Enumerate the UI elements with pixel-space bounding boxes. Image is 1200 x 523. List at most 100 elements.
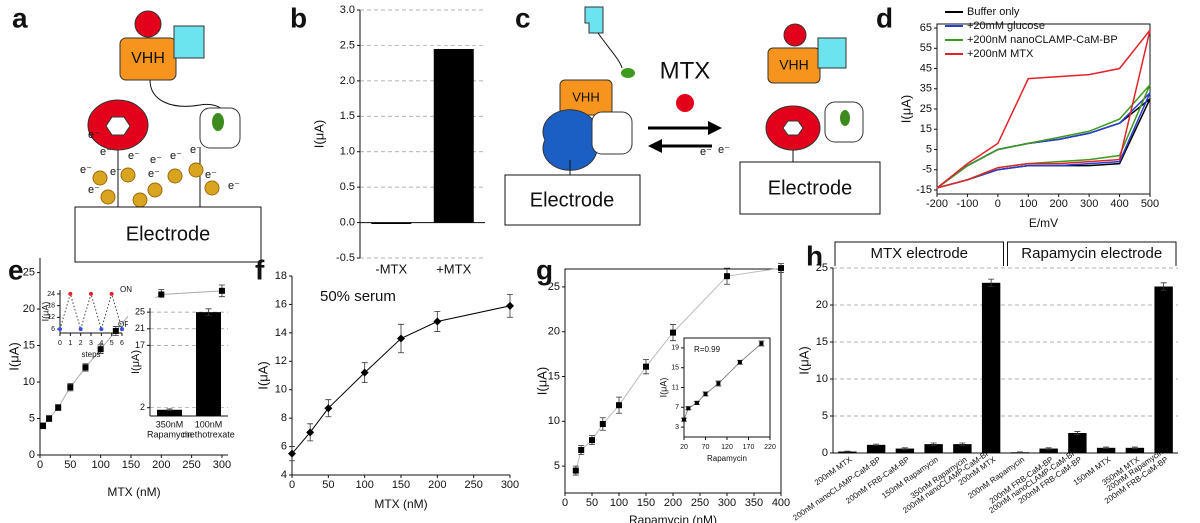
vhh-label: VHH	[572, 89, 599, 104]
x-tick-label: 4	[99, 340, 103, 347]
electrode-label: Electrode	[530, 189, 615, 211]
x-axis-label: Rapamycin	[707, 454, 747, 463]
y-axis-label: I(μA)	[658, 378, 668, 398]
x-tick-label: 100nM	[195, 419, 223, 429]
marker	[40, 422, 47, 429]
marker	[616, 402, 622, 409]
y-tick-label: 65	[920, 22, 932, 34]
x-tick-label: 20	[680, 444, 688, 451]
y-tick-label: 15	[920, 123, 932, 135]
arrow-head	[648, 139, 662, 153]
bead	[147, 182, 163, 198]
marker	[109, 291, 114, 296]
error-bar	[1160, 282, 1167, 291]
electron-label: e⁻	[150, 154, 162, 166]
x-tick-label: 50	[64, 459, 76, 471]
y-tick-label: 3	[675, 424, 679, 431]
x-tick-label: 200nM nanoCLAMP-CaM-BP200nM FRB-CaM-BP	[987, 448, 1083, 523]
bar	[895, 448, 915, 453]
leaf	[212, 113, 224, 131]
error-bar	[1016, 451, 1023, 454]
x-tick-label: 200	[428, 479, 446, 491]
marker	[686, 406, 691, 411]
legend-label: +20mM glucose	[967, 20, 1045, 32]
x-tick-label: 50	[586, 497, 598, 509]
panel-letter: f	[255, 254, 265, 285]
electron-label: e⁻	[700, 146, 712, 158]
bar	[433, 48, 474, 223]
bar	[1125, 447, 1145, 453]
series-line	[936, 29, 1151, 189]
x-tick-label: +MTX	[436, 261, 471, 276]
y-tick-label: 8	[281, 412, 287, 424]
y-tick-label: -0.5	[336, 252, 355, 264]
marker	[716, 381, 721, 386]
marker	[55, 404, 62, 411]
chart: -0.5 0.0 0.5 1.0 1.5 2.0 2.5 3.0 I(μA) -MTX +MTX	[311, 4, 485, 276]
linker	[597, 32, 623, 69]
electron-label: e⁻	[148, 168, 160, 180]
bead	[204, 180, 220, 196]
x-tick-label: 250	[182, 459, 200, 471]
x-tick-label: 200	[152, 459, 170, 471]
y-tick-label: 5	[29, 412, 35, 424]
marker	[89, 291, 93, 296]
y-tick-label: 1.0	[340, 146, 355, 158]
y-tick-label: 3.0	[340, 4, 355, 16]
bead	[100, 189, 116, 205]
y-tick-label: 18	[275, 270, 287, 282]
y-tick-label: 45	[920, 62, 932, 74]
y-axis-label: I(μA)	[255, 361, 270, 389]
marker	[67, 384, 74, 391]
error-bar	[959, 442, 966, 446]
marker	[737, 360, 742, 365]
marker	[120, 327, 124, 332]
ligand	[676, 94, 694, 112]
y-tick-label: 35	[920, 83, 932, 95]
x-tick-label: 2	[79, 340, 83, 347]
marker	[759, 341, 764, 346]
chart: 3 7 11 15 19 20 70 120 170 220 Rapamycin I(μA) R=0.9…	[658, 337, 776, 463]
ligand	[134, 10, 162, 38]
y-tick-label: 10	[548, 415, 560, 427]
x-axis-label: E/mV	[1029, 216, 1058, 230]
bead	[120, 167, 136, 183]
x-tick-label: 500	[1141, 198, 1159, 210]
error-bar	[844, 450, 851, 453]
tag	[817, 37, 847, 69]
chart: 2 17 21 25 I(μA) 350nMRapamycin100nMmethotrex…	[128, 298, 235, 448]
hexagon	[782, 120, 804, 136]
y-tick-label: 4	[281, 469, 287, 481]
marker	[97, 346, 104, 353]
y-axis-label: I(μA)	[311, 120, 326, 148]
hexagon	[105, 116, 131, 136]
vhh-label: VHH	[779, 57, 809, 73]
marker	[82, 364, 89, 371]
x-tick-label: 300	[213, 459, 231, 471]
marker	[78, 327, 83, 332]
bar	[924, 444, 943, 453]
x-tick-label: 150	[637, 497, 655, 509]
y-tick-label: 6	[281, 440, 287, 452]
error-bar	[205, 308, 212, 316]
panel-letter: g	[536, 254, 553, 285]
x-tick-label: 400	[1110, 198, 1128, 210]
ligand	[783, 23, 807, 47]
leaf	[621, 68, 635, 78]
panel-letter: e	[8, 254, 24, 285]
bead	[92, 170, 108, 186]
y-tick-label: 25	[135, 307, 145, 317]
error-bar	[873, 443, 880, 446]
electron-label: e⁻	[718, 144, 730, 156]
y-tick-label: 24	[47, 291, 55, 298]
electrode-label: Electrode	[768, 177, 853, 199]
beads	[92, 162, 220, 208]
error-bar	[166, 408, 173, 411]
leaf	[840, 110, 850, 126]
group-label: MTX electrode	[870, 245, 968, 262]
electrode-box	[504, 174, 641, 226]
y-tick-label: 19	[671, 345, 679, 352]
x-tick-label: 120	[721, 444, 733, 451]
x-tick-label: 150	[122, 459, 140, 471]
